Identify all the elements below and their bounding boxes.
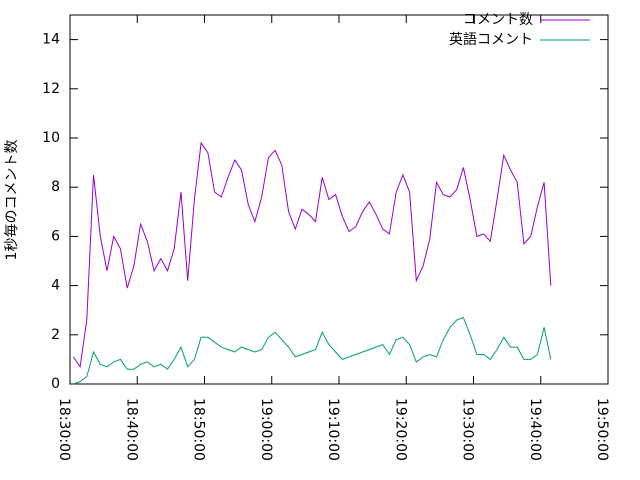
x-tick-label: 19:50:00 [594, 398, 610, 461]
x-tick-label: 18:40:00 [123, 398, 139, 461]
series-line [73, 316, 552, 385]
y-tick-label: 4 [51, 278, 60, 294]
y-tick-label: 8 [51, 179, 60, 195]
y-tick-label: 0 [51, 376, 60, 392]
plot-border [69, 14, 609, 385]
y-axis-label: 1秒毎のコメント数 [4, 140, 20, 261]
y-tick-label: 6 [51, 228, 60, 244]
x-tick-label: 19:40:00 [527, 398, 543, 461]
y-tick-label: 2 [51, 327, 60, 343]
legend-label: 英語コメント [449, 31, 533, 48]
x-tick-label: 18:50:00 [191, 398, 207, 461]
y-tick-label: 14 [42, 32, 60, 48]
x-tick-label: 18:30:00 [56, 398, 72, 461]
y-tick-label: 10 [42, 130, 60, 146]
x-tick-label: 19:20:00 [392, 398, 408, 461]
legend-label: コメント数 [463, 12, 533, 28]
x-tick-label: 19:00:00 [258, 398, 274, 461]
y-tick-label: 12 [42, 81, 60, 97]
series-line [72, 141, 552, 369]
x-tick-label: 19:30:00 [460, 398, 476, 461]
x-tick-label: 19:10:00 [325, 398, 341, 461]
